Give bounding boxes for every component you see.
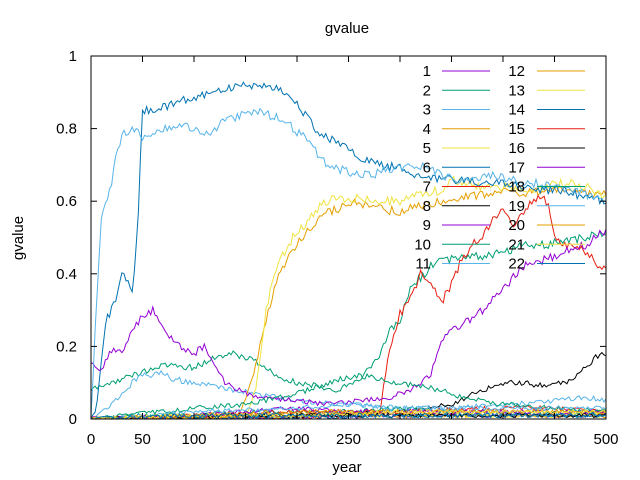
y-tick-label: 0 <box>69 411 77 428</box>
series-layer <box>90 81 607 420</box>
legend-label-12: 12 <box>508 63 525 80</box>
legend-label-16: 16 <box>508 140 525 157</box>
legend-label-17: 17 <box>508 159 525 176</box>
legend-label-10: 10 <box>414 236 431 253</box>
y-tick-label: 0.6 <box>56 193 77 210</box>
legend-label-15: 15 <box>508 121 525 138</box>
x-tick-label: 400 <box>490 431 515 448</box>
legend-label-8: 8 <box>423 198 431 215</box>
x-tick-label: 350 <box>439 431 464 448</box>
x-tick-label: 500 <box>593 431 618 448</box>
x-axis-label: year <box>332 459 361 476</box>
chart-title: gvalue <box>325 20 369 37</box>
legend-label-6: 6 <box>423 159 431 176</box>
x-tick-label: 150 <box>233 431 258 448</box>
x-tick-label: 200 <box>284 431 309 448</box>
series-line-7 <box>90 194 607 420</box>
legend-label-2: 2 <box>423 82 431 99</box>
legend-label-7: 7 <box>423 179 431 196</box>
y-tick-label: 0.2 <box>56 338 77 355</box>
legend-label-14: 14 <box>508 102 525 119</box>
legend-label-19: 19 <box>508 198 525 215</box>
plot-frame <box>90 55 607 420</box>
series-line-2 <box>90 229 607 393</box>
y-tick-label: 0.8 <box>56 121 77 138</box>
x-tick-label: 300 <box>387 431 412 448</box>
legend-label-20: 20 <box>508 217 525 234</box>
x-tick-label: 50 <box>134 431 151 448</box>
legend-label-3: 3 <box>423 102 431 119</box>
x-tick-label: 450 <box>542 431 567 448</box>
y-tick-label: 0.4 <box>56 266 77 283</box>
legend-label-11: 11 <box>415 256 431 273</box>
series-line-6 <box>90 81 607 419</box>
series-line-18 <box>91 372 607 420</box>
legend-label-1: 1 <box>423 63 431 80</box>
axes-layer: 0 50 100 150 200 250 300 350 400 450 500 0 0.2 0.4 0.6… <box>56 48 618 448</box>
legend-label-13: 13 <box>508 82 525 99</box>
legend-label-5: 5 <box>423 140 431 157</box>
legend-label-4: 4 <box>423 121 431 138</box>
legend-label-21: 21 <box>508 236 525 253</box>
y-tick-label: 1 <box>69 48 77 65</box>
x-tick-label: 0 <box>87 431 95 448</box>
legend-label-18: 18 <box>508 179 525 196</box>
legend-label-22: 22 <box>508 256 525 273</box>
y-axis-label: gvalue <box>10 216 27 260</box>
x-tick-label: 100 <box>181 431 206 448</box>
series-line-11 <box>90 107 607 418</box>
legend-label-9: 9 <box>423 217 431 234</box>
series-line-3 <box>91 369 607 420</box>
series-line-9 <box>90 228 607 407</box>
x-tick-label: 250 <box>336 431 361 448</box>
